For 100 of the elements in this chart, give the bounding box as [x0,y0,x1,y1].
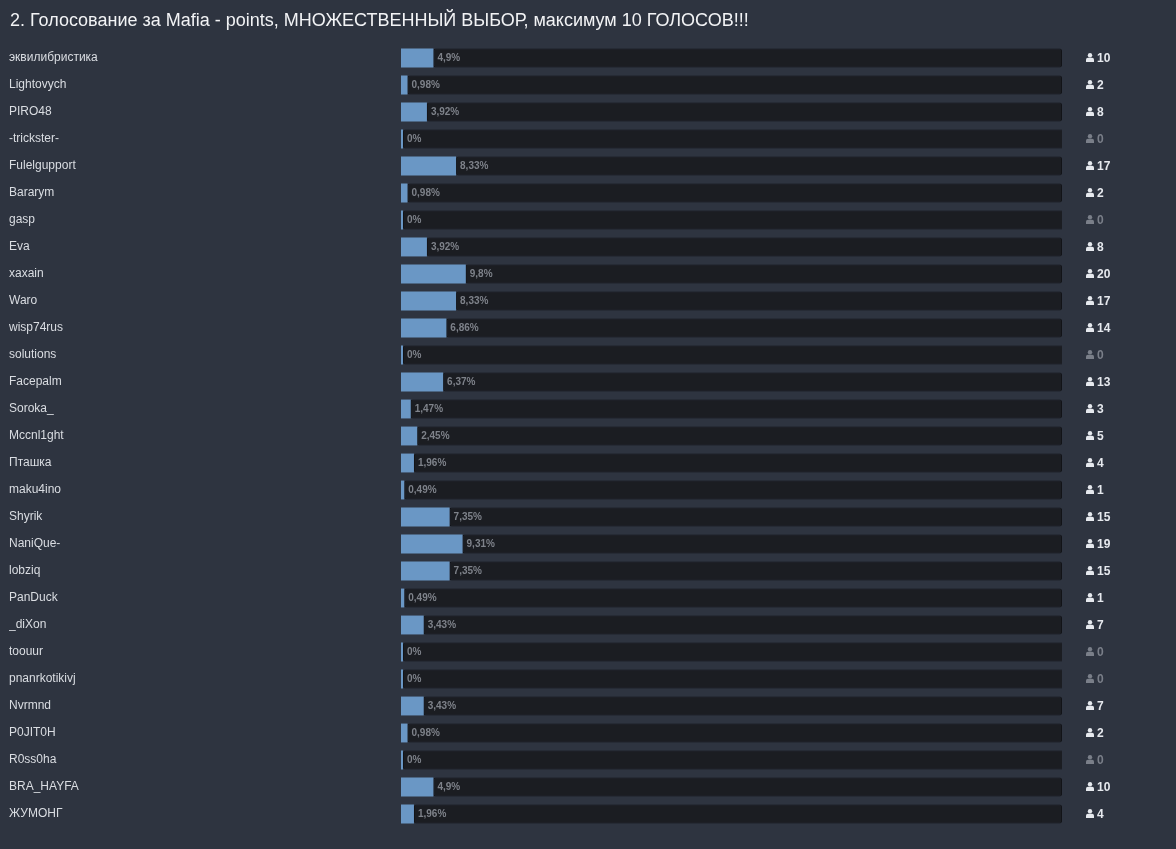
text: 17 [1097,158,1111,173]
bar [401,696,424,716]
y-tick-label: -trickster- [9,131,59,146]
bar [401,156,457,176]
y-tick-label: Soroka_ [9,401,55,416]
data-label: 0,49% [408,484,437,496]
y-tick-label: Shyrik [9,509,44,524]
bar [401,399,411,419]
bar [401,453,414,473]
y-tick-label: Fulelgupport [9,158,77,173]
y-tick-label: Lightovych [9,77,67,92]
y-tick-label: Facepalm [9,374,62,389]
y-tick-label: toouur [9,644,44,659]
text: 15 [1097,509,1111,524]
text: 17 [1097,293,1111,308]
text: 1 [1097,590,1104,605]
text: 13 [1097,374,1111,389]
text: 2 [1097,185,1104,200]
data-label: 8,33% [460,160,489,172]
y-tick-label: Waro [9,293,38,308]
text: 0 [1097,752,1104,767]
data-label: 2,45% [421,430,450,442]
data-label: 3,43% [427,619,457,631]
text: 0 [1097,212,1104,227]
text: 1 [1097,482,1104,497]
data-label: 0% [407,349,422,361]
y-tick-label: P0JIT0H [9,725,56,740]
data-label: 1,96% [417,457,447,469]
data-label: 1,96% [417,808,447,820]
y-tick-label: wisp74rus [8,320,64,335]
text: 14 [1097,320,1111,335]
y-tick-label: Nvrmnd [9,698,52,713]
data-label: 7,35% [453,511,483,523]
text: 10 [1097,779,1111,794]
text: 19 [1097,536,1111,551]
text: 4 [1097,455,1104,470]
text: 0 [1097,671,1104,686]
data-label: 0% [407,754,422,766]
data-label: 4,9% [437,52,461,64]
data-label: 3,92% [430,241,460,253]
text: 7 [1097,698,1104,713]
y-tick-label: Mccnl1ght [9,428,65,443]
bar [401,102,427,122]
text: 20 [1097,266,1111,281]
text: 10 [1097,50,1111,65]
bar [401,561,450,581]
data-label: 0% [407,646,422,658]
chart-title: 2. Голосование за Mafia - points, МНОЖЕСТВЕННЫЙ ВЫБОР, максимум 10 ГОЛОСОВ!!! [10,10,749,31]
data-label: 1,47% [414,403,444,415]
data-label: 0,49% [408,592,437,604]
y-tick-label: Eva [9,239,30,254]
y-tick-label: Bararym [9,185,55,200]
data-label: 9,8% [469,268,493,280]
text: 2 [1097,725,1104,740]
bar [401,777,434,797]
data-label: 0,98% [411,79,440,91]
bar [401,804,414,824]
bar [401,615,424,635]
text: 4 [1097,806,1104,821]
y-tick-label: BRA_HAYFA [9,779,79,794]
data-label: 6,37% [447,376,476,388]
text: 0 [1097,644,1104,659]
text: 7 [1097,617,1104,632]
y-tick-label: NaniQue- [9,536,61,551]
data-label: 0% [407,673,422,685]
data-label: 8,33% [460,295,489,307]
y-tick-label: ЖУМОНГ [9,806,63,821]
data-label: 6,86% [450,322,479,334]
y-tick-label: xaxain [9,266,44,281]
y-tick-label: solutions [9,347,57,362]
data-label: 0% [407,133,422,145]
y-tick-label: gasp [9,212,36,227]
text: 5 [1097,428,1104,443]
data-label: 3,92% [430,106,460,118]
bar [401,291,457,311]
data-label: 0,98% [411,727,440,739]
y-tick-label: PanDuck [9,590,59,605]
text: 3 [1097,401,1104,416]
y-tick-label: _diXon [8,617,47,632]
bar [401,264,466,284]
text: 15 [1097,563,1111,578]
text: 2 [1097,77,1104,92]
data-label: 0,98% [411,187,440,199]
bar [401,507,450,527]
data-label: 0% [407,214,422,226]
y-tick-label: maku4ino [9,482,62,497]
y-tick-label: pnanrkotikivj [9,671,76,686]
bar [401,237,427,257]
data-label: 9,31% [466,538,495,550]
data-label: 7,35% [453,565,483,577]
bar [401,48,434,68]
bar [401,372,444,392]
text: 8 [1097,239,1104,254]
y-tick-label: Пташка [9,455,52,470]
data-label: 3,43% [427,700,457,712]
bar [401,318,447,338]
text: 8 [1097,104,1104,119]
data-label: 4,9% [437,781,461,793]
y-tick-label: R0ss0ha [9,752,57,767]
y-tick-label: lobziq [9,563,41,578]
